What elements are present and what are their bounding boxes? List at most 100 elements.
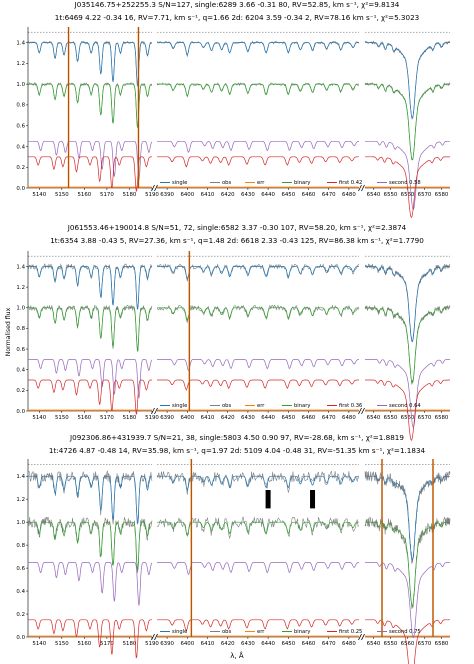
y-tick-label: 0.6 xyxy=(16,347,25,353)
x-tick-label: 5180 xyxy=(123,192,137,198)
x-tick-label: 6470 xyxy=(322,192,336,198)
obs-trace-binary xyxy=(364,82,451,161)
x-tick-label: 6450 xyxy=(281,641,295,647)
x-tick-label: 6580 xyxy=(435,641,449,647)
axis-break-mark xyxy=(361,633,365,641)
x-tick-label: 6420 xyxy=(221,192,235,198)
y-tick-label: 0.8 xyxy=(16,103,25,109)
x-tick-label: 6580 xyxy=(435,192,449,198)
x-tick-label: 6560 xyxy=(401,192,415,198)
binary-trace xyxy=(365,83,451,161)
obs-trace-single xyxy=(364,471,451,564)
y-tick-label: 1.4 xyxy=(16,264,25,270)
x-tick-label: 6540 xyxy=(367,641,381,647)
x-tick-label: 6390 xyxy=(160,192,174,198)
y-tick-label: 0.0 xyxy=(16,409,25,415)
y-axis-label: Normalised flux xyxy=(5,307,12,356)
binary-trace xyxy=(365,521,450,607)
first-trace xyxy=(365,379,450,441)
first-trace xyxy=(365,156,450,219)
legend-label: second 0.64 xyxy=(389,403,421,409)
y-tick-label: 1.2 xyxy=(16,285,25,291)
second-trace xyxy=(365,140,450,211)
obs-trace-binary xyxy=(27,304,153,352)
axis-break-mark xyxy=(151,407,155,415)
legend-label: binary xyxy=(294,180,310,186)
x-tick-label: 5180 xyxy=(123,641,137,647)
y-tick-label: 0.6 xyxy=(16,123,25,129)
axis-break-mark xyxy=(361,184,365,192)
obs-trace-binary xyxy=(364,304,451,385)
legend-label: binary xyxy=(294,403,310,409)
x-tick-label: 6430 xyxy=(241,415,255,421)
panel-1-segment-2: 6390 6400 6410 6420 6430 6440 6450 6460 6470 6480 xyxy=(156,31,365,198)
legend: single obs err binary first 0.25 second 0.75 xyxy=(160,629,421,635)
x-tick-label: 6540 xyxy=(367,192,381,198)
axis-break-mark xyxy=(151,633,155,641)
axis-break-mark xyxy=(358,407,362,415)
spectrum-panel-3: J092306.86+431939.7 S/N=21, 38, single:5… xyxy=(16,433,451,664)
y-tick-label: 0.4 xyxy=(16,589,25,595)
second-trace xyxy=(28,140,153,181)
panel-2-segment-3: 6540 6550 6560 6570 6580 xyxy=(364,255,451,441)
single-trace xyxy=(28,42,153,87)
single-trace xyxy=(157,42,359,56)
single-trace xyxy=(365,266,450,343)
single-trace xyxy=(365,475,451,561)
x-tick-label: 6480 xyxy=(342,192,356,198)
x-tick-label: 5140 xyxy=(32,192,46,198)
x-tick-label: 6560 xyxy=(401,641,415,647)
x-tick-label: 5160 xyxy=(78,192,92,198)
y-tick-label: 0.0 xyxy=(16,635,25,641)
axis-break-mark xyxy=(358,633,362,641)
x-tick-label: 6550 xyxy=(384,192,398,198)
panel-title-line1: J035146.75+252255.3 S/N=127, single:6289… xyxy=(74,0,400,9)
x-tick-label: 6400 xyxy=(180,641,194,647)
x-tick-label: 6460 xyxy=(302,641,316,647)
y-tick-label: 1.4 xyxy=(16,474,25,480)
y-tick-label: 0.2 xyxy=(16,165,25,171)
x-tick-label: 5170 xyxy=(100,641,114,647)
x-tick-label: 6450 xyxy=(281,192,295,198)
x-tick-label: 6560 xyxy=(401,415,415,421)
x-tick-label: 6410 xyxy=(201,641,215,647)
y-tick-label: 1.0 xyxy=(16,520,25,526)
x-tick-label: 5170 xyxy=(100,192,114,198)
obs-trace-single xyxy=(364,263,451,342)
x-tick-label: 6440 xyxy=(261,415,275,421)
second-trace xyxy=(157,359,360,371)
x-tick-label: 5190 xyxy=(145,192,159,198)
y-tick-label: 1.2 xyxy=(16,497,25,503)
binary-trace xyxy=(157,521,359,537)
panel-1-segment-3: 6540 6550 6560 6570 6580 xyxy=(364,31,451,219)
axis-break-mark xyxy=(358,184,362,192)
first-trace xyxy=(157,379,359,391)
x-tick-label: 6460 xyxy=(302,192,316,198)
first-trace xyxy=(28,379,152,415)
x-tick-label: 6450 xyxy=(281,415,295,421)
x-tick-label: 5160 xyxy=(78,415,92,421)
panel-1-segment-1: 0.0 0.2 0.4 0.6 0.8 1.0 1.2 1.4 5140 5150 5160 5170… xyxy=(16,27,159,198)
obs-trace-binary xyxy=(156,82,360,97)
obs-trace-single xyxy=(27,470,153,525)
x-tick-label: 6550 xyxy=(384,415,398,421)
y-tick-label: 0.6 xyxy=(16,566,25,572)
y-tick-label: 1.4 xyxy=(16,40,25,46)
x-tick-label: 6570 xyxy=(418,415,432,421)
legend-label: second 0.75 xyxy=(389,629,421,635)
x-tick-label: 6470 xyxy=(322,641,336,647)
axis-break-mark xyxy=(154,633,158,641)
x-tick-label: 6430 xyxy=(241,192,255,198)
panel-3-segment-3: 6540 6550 6560 6570 6580 xyxy=(364,459,451,664)
panel-title-line2: 1t:4726 4.87 -0.48 14, RV=35.98, km s⁻¹,… xyxy=(49,446,426,455)
legend-label: second 0.58 xyxy=(389,180,421,186)
x-tick-label: 5190 xyxy=(145,415,159,421)
second-trace xyxy=(28,562,153,606)
obs-trace-single xyxy=(27,263,153,308)
x-tick-label: 6480 xyxy=(342,415,356,421)
obs-trace-single xyxy=(364,40,451,120)
x-tick-label: 6580 xyxy=(435,415,449,421)
first-trace xyxy=(28,619,152,659)
x-tick-label: 5140 xyxy=(32,641,46,647)
legend-label: err xyxy=(257,629,265,635)
